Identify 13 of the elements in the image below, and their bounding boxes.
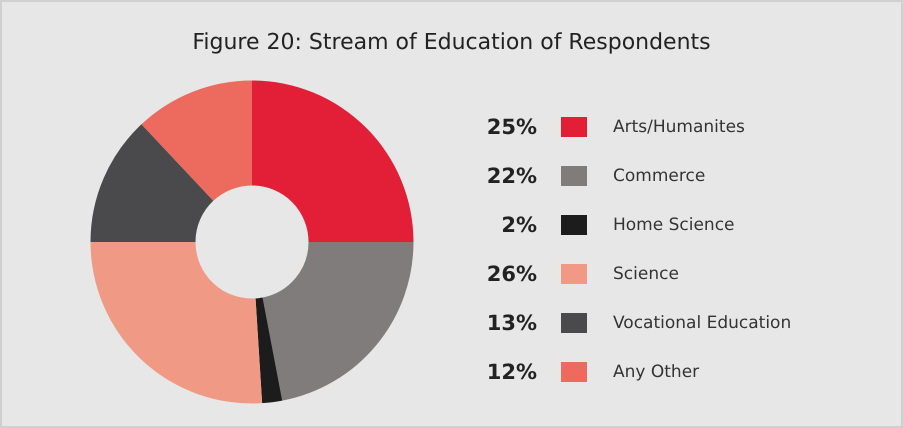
legend-label: Home Science (613, 214, 735, 234)
legend-label: Arts/Humanites (613, 116, 745, 136)
data-label: 13% (486, 310, 537, 334)
data-label: 25% (486, 114, 537, 138)
legend-label: Vocational Education (613, 312, 792, 332)
data-label: 22% (486, 164, 537, 188)
chart-title: Figure 20: Stream of Education of Respondents (191, 30, 712, 55)
legend-label: Commerce (613, 166, 706, 186)
data-label: 12% (486, 360, 537, 384)
data-label: 26% (486, 262, 537, 286)
legend-label: Any Other (613, 362, 700, 382)
data-label: 2% (500, 212, 537, 236)
legend-label: Science (613, 264, 679, 284)
